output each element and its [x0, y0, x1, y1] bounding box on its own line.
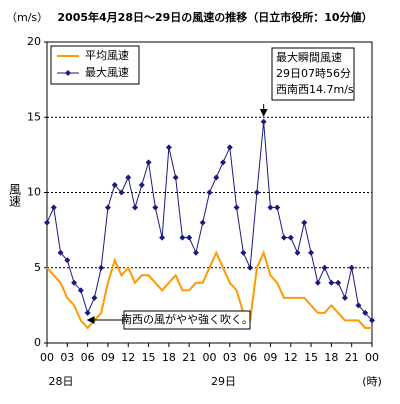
marker — [179, 234, 186, 241]
x-tick-label: 15 — [142, 351, 156, 364]
marker — [213, 174, 220, 181]
marker — [369, 317, 375, 324]
marker — [186, 234, 193, 241]
peak-note: 最大瞬間風速 — [276, 50, 342, 64]
x-tick-label: 09 — [263, 351, 277, 364]
marker — [206, 189, 213, 196]
marker — [57, 249, 64, 256]
legend-label: 平均風速 — [85, 49, 129, 62]
y-tick-label: 5 — [34, 261, 41, 274]
peak-note: 29日07時56分 — [276, 67, 351, 80]
marker — [321, 264, 328, 271]
chart-title: 2005年4月28日～29日の風速の推移（日立市役所：10分値） — [57, 10, 372, 24]
x-tick-label: 09 — [101, 351, 115, 364]
y-tick-label: 15 — [27, 110, 41, 123]
marker — [132, 204, 139, 211]
x-tick-label: 06 — [243, 351, 257, 364]
marker — [71, 279, 78, 286]
marker — [287, 234, 294, 241]
marker — [138, 181, 145, 188]
marker — [199, 219, 206, 226]
marker — [253, 189, 260, 196]
marker — [280, 234, 287, 241]
marker — [125, 174, 132, 181]
marker — [335, 279, 342, 286]
marker — [152, 204, 159, 211]
y-unit: （m/s） — [6, 11, 48, 24]
marker — [274, 204, 281, 211]
x-tick-label: 06 — [81, 351, 95, 364]
x-tick-label: 00 — [365, 351, 379, 364]
x-tick-label: 21 — [345, 351, 359, 364]
x-tick-label: 15 — [304, 351, 318, 364]
marker — [294, 249, 301, 256]
marker — [118, 189, 125, 196]
marker — [226, 144, 233, 151]
marker — [145, 159, 152, 166]
y-tick-label: 10 — [27, 186, 41, 199]
y-axis-label: 風速 — [8, 183, 22, 207]
x-unit: (時) — [362, 375, 382, 388]
x-tick-label: 03 — [223, 351, 237, 364]
marker — [362, 309, 369, 316]
marker — [341, 294, 348, 301]
marker — [260, 118, 267, 125]
x-tick-label: 18 — [162, 351, 176, 364]
x-tick-label: 00 — [40, 351, 54, 364]
x-tick-label: 21 — [182, 351, 196, 364]
x-tick-label: 00 — [203, 351, 217, 364]
marker — [220, 159, 227, 166]
marker — [50, 204, 57, 211]
x-tick-label: 18 — [324, 351, 338, 364]
y-tick-label: 0 — [34, 336, 41, 349]
marker — [328, 279, 335, 286]
marker — [192, 249, 199, 256]
marker — [91, 294, 98, 301]
marker — [172, 174, 179, 181]
marker — [64, 257, 71, 264]
legend-box — [50, 45, 140, 85]
marker — [314, 279, 321, 286]
note-box — [271, 47, 355, 101]
series-line — [46, 121, 373, 321]
x-tick-label: 12 — [284, 351, 298, 364]
legend-marker — [65, 70, 71, 76]
marker — [98, 264, 105, 271]
marker — [355, 302, 362, 309]
x-tick-label: 03 — [60, 351, 74, 364]
marker — [44, 219, 50, 226]
date-label: 28日 — [49, 375, 74, 388]
marker — [111, 181, 118, 188]
series-line — [46, 249, 372, 330]
y-tick-label: 20 — [27, 35, 41, 48]
marker — [77, 287, 84, 294]
marker — [267, 204, 274, 211]
marker — [240, 249, 247, 256]
marker — [348, 264, 355, 271]
x-tick-label: 12 — [121, 351, 135, 364]
peak-note: 西南西14.7m/s — [276, 83, 354, 96]
range-note: 南西の風がやや強く吹く。 — [121, 312, 253, 326]
date-label: 29日 — [211, 375, 236, 388]
marker — [159, 234, 166, 241]
marker — [84, 309, 91, 316]
marker — [247, 264, 254, 271]
marker — [301, 219, 308, 226]
marker — [104, 204, 111, 211]
legend-label: 最大風速 — [85, 65, 129, 79]
marker — [165, 144, 172, 151]
marker — [233, 204, 240, 211]
range-note-box — [123, 310, 251, 330]
marker — [308, 249, 315, 256]
